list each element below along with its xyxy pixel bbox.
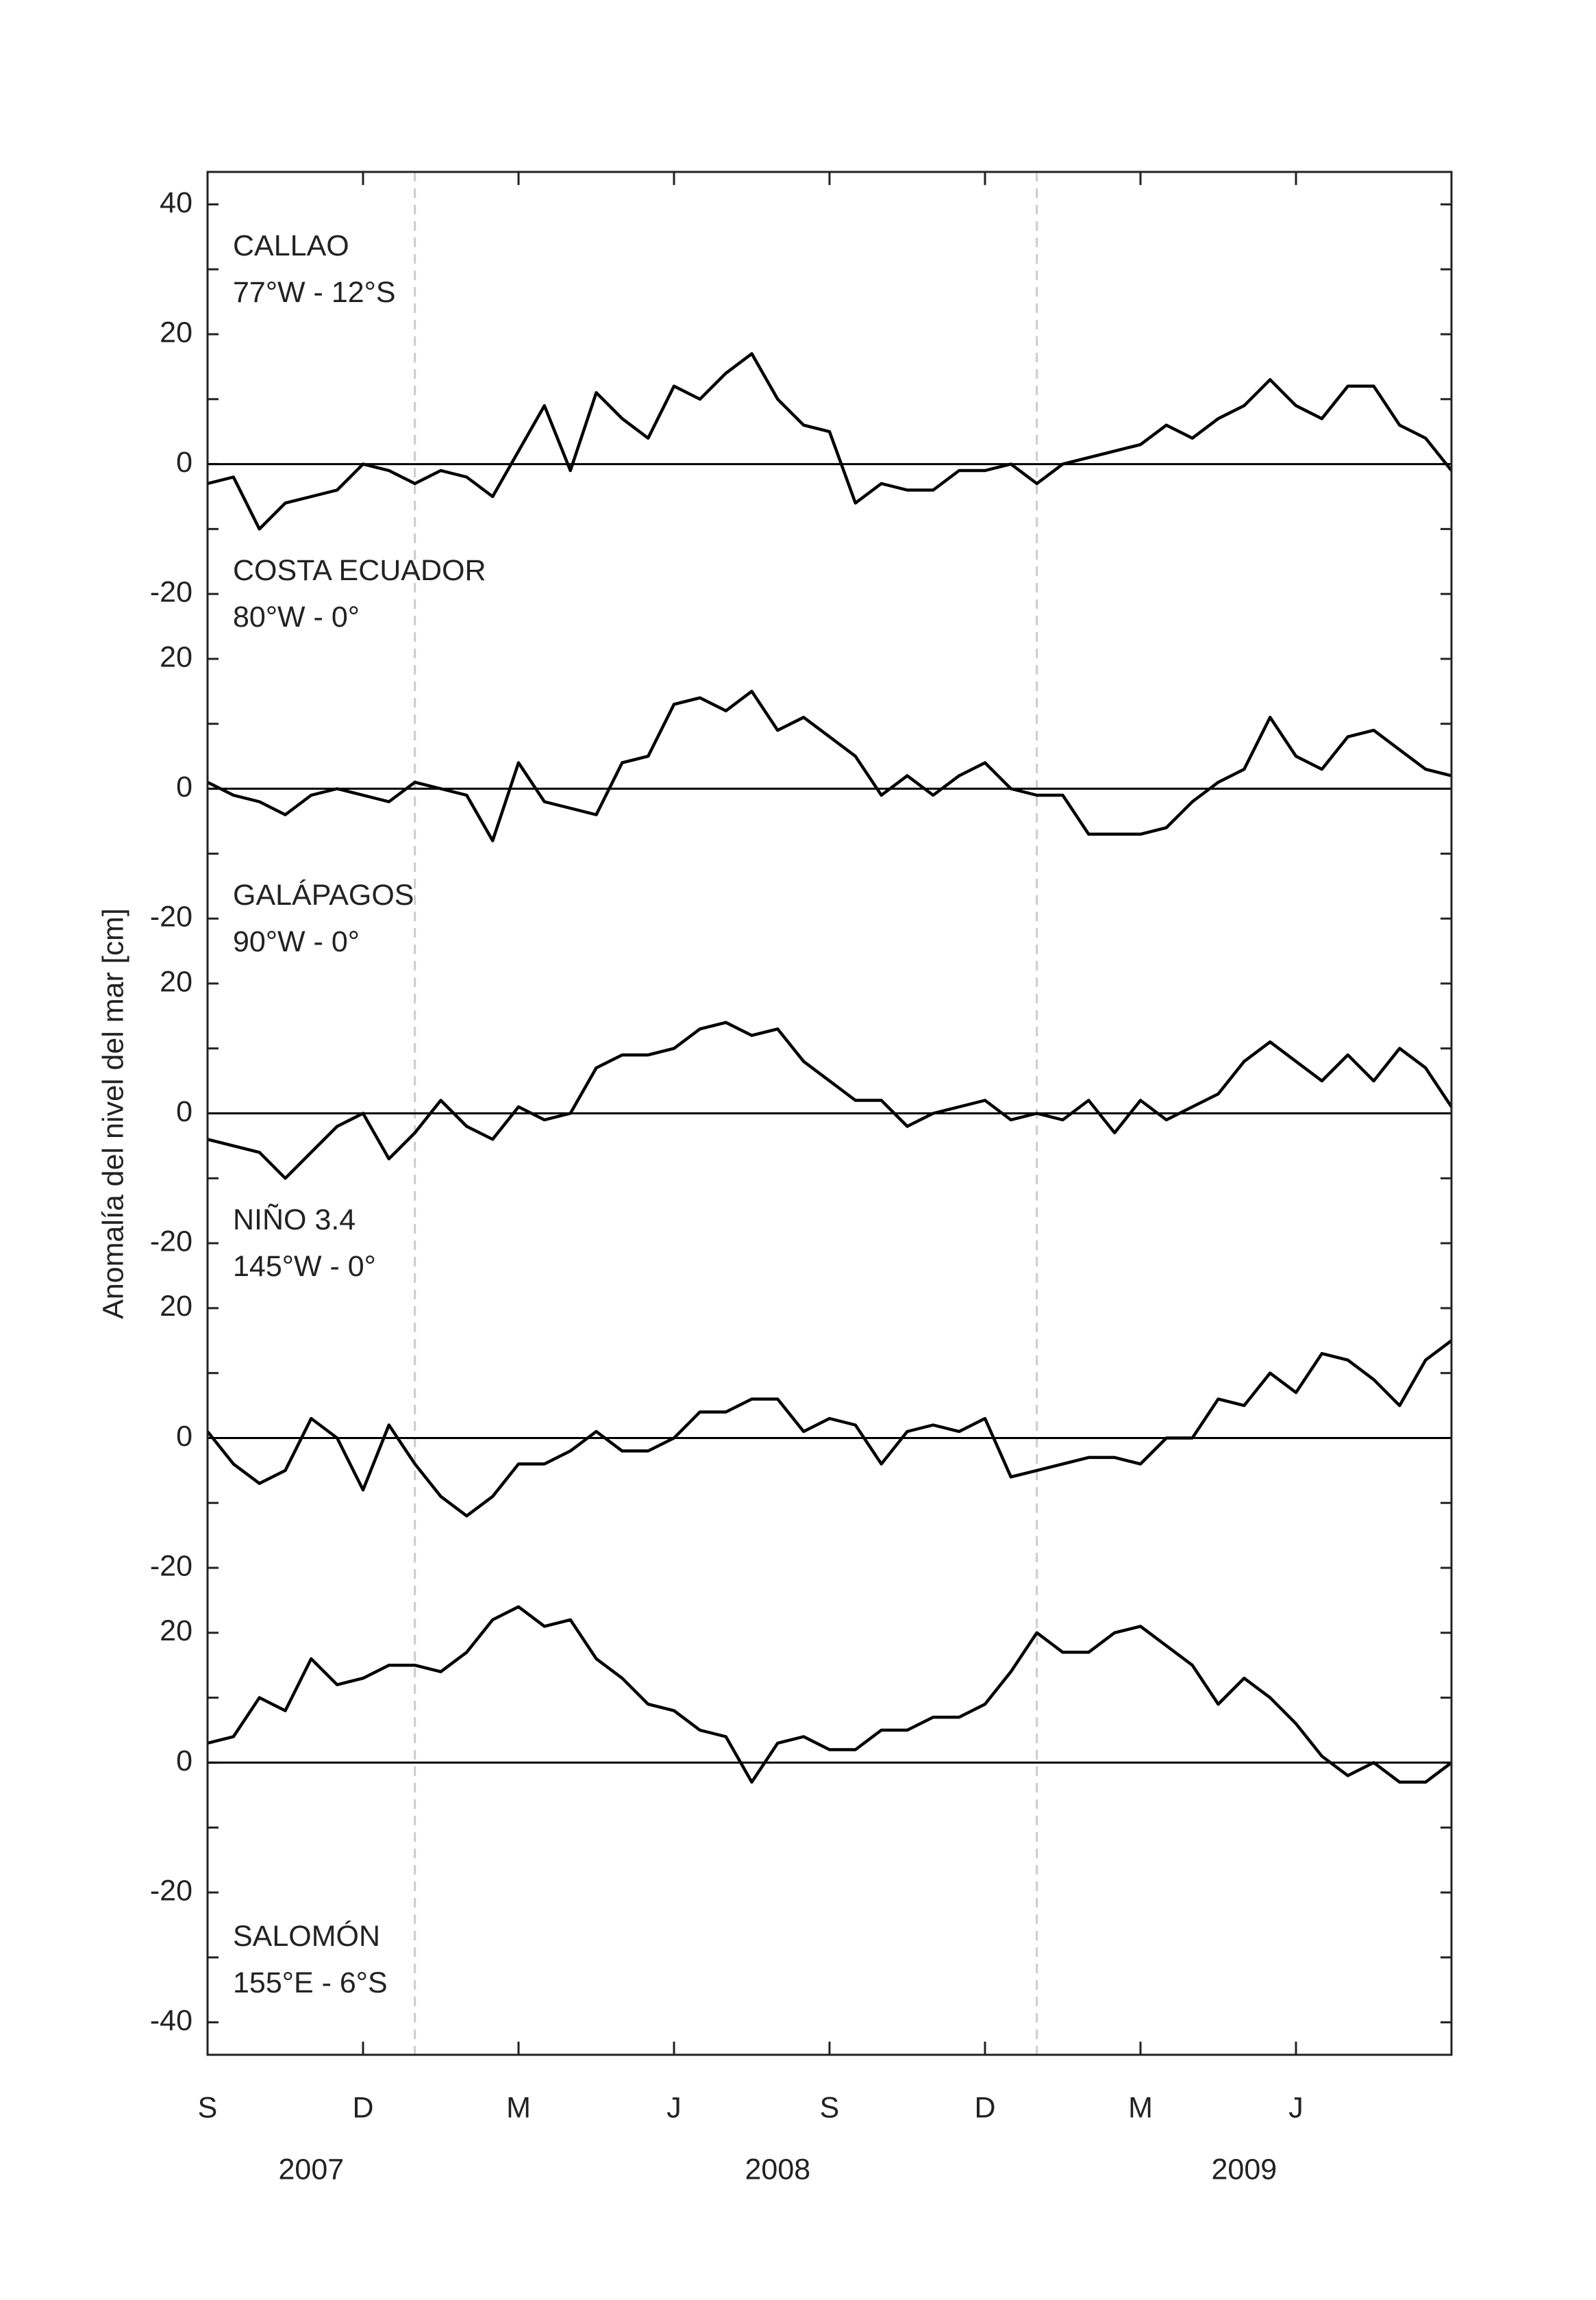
y-tick-label: 0 xyxy=(176,1745,192,1777)
x-tick-label: S xyxy=(198,2091,218,2124)
panel-subtitle: 80°W - 0° xyxy=(233,601,360,634)
x-tick-label: J xyxy=(666,2091,682,2124)
y-tick-label: 20 xyxy=(160,1290,192,1323)
y-tick-label: 0 xyxy=(176,1420,192,1453)
y-tick-label: -20 xyxy=(150,900,192,933)
y-tick-label: 40 xyxy=(160,186,192,219)
panel-subtitle: 90°W - 0° xyxy=(233,925,360,958)
series-line xyxy=(206,1339,1453,1518)
y-tick-label: -20 xyxy=(150,1874,192,1907)
x-tick-label: S xyxy=(820,2091,840,2124)
y-tick-label: 20 xyxy=(160,1614,192,1647)
y-tick-label: -20 xyxy=(150,1549,192,1582)
y-tick-label: 20 xyxy=(160,640,192,673)
panel-title: COSTA ECUADOR xyxy=(233,554,486,587)
panel-subtitle: 77°W - 12°S xyxy=(233,276,396,309)
y-tick-label: 20 xyxy=(160,965,192,998)
y-tick-label: -40 xyxy=(150,2004,192,2037)
y-tick-label: -20 xyxy=(150,1225,192,1258)
panel-title: GALÁPAGOS xyxy=(233,879,414,912)
panel-title: SALOMÓN xyxy=(233,1920,380,1953)
series-line xyxy=(207,352,1453,531)
y-tick-label: 20 xyxy=(160,316,192,349)
x-tick-label: M xyxy=(1128,2091,1153,2124)
year-label: 2007 xyxy=(278,2153,344,2186)
panel-subtitle: 145°W - 0° xyxy=(233,1250,376,1283)
x-tick-label: D xyxy=(974,2091,995,2124)
y-tick-label: 0 xyxy=(176,771,192,803)
series-line xyxy=(207,1021,1453,1180)
x-tick-label: D xyxy=(352,2091,373,2124)
year-label: 2009 xyxy=(1211,2153,1277,2186)
panel-title: CALLAO xyxy=(233,229,349,262)
panel-subtitle: 155°E - 6°S xyxy=(233,1966,388,1999)
series-line xyxy=(207,1605,1453,1784)
y-tick-label: 0 xyxy=(176,1095,192,1128)
year-label: 2008 xyxy=(745,2153,810,2186)
x-tick-label: J xyxy=(1288,2091,1304,2124)
plot-frame xyxy=(206,171,1453,2056)
panel-title: NIÑO 3.4 xyxy=(233,1203,356,1236)
x-tick-label: M xyxy=(506,2091,531,2124)
y-tick-label: 0 xyxy=(176,446,192,479)
y-axis-label: Anomalía del nivel del mar [cm] xyxy=(97,908,129,1319)
series-line xyxy=(206,690,1452,842)
y-tick-label: -20 xyxy=(150,576,192,609)
